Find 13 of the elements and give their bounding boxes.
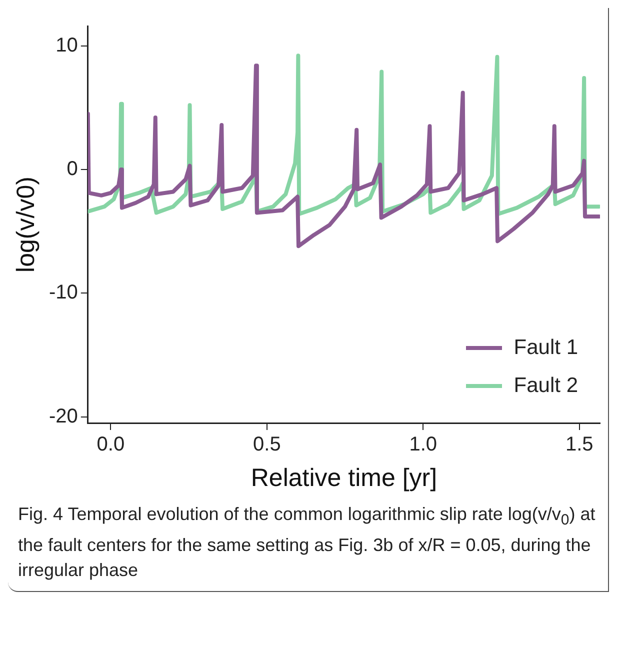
y-axis-title: log(v/v0) <box>12 176 40 272</box>
legend-label: Fault 1 <box>514 336 578 360</box>
x-tick-label: 0.5 <box>253 434 281 456</box>
x-tick-label: 1.5 <box>565 434 594 456</box>
legend-label: Fault 2 <box>514 374 578 398</box>
x-axis-title: Relative time [yr] <box>250 464 438 492</box>
caption: Fig. 4 Temporal evolution of the common logarithmic slip rate log(v/v$_{0}$) at the fault centers for the same setting as Fig. 3b of x/R = 0.05, during the irregular phase <box>17 503 596 582</box>
y-tick-label: 10 <box>56 34 78 56</box>
x-tick-label: 1.0 <box>409 434 438 456</box>
y-tick-label: 0 <box>66 158 78 180</box>
y-tick-label: -20 <box>49 405 78 428</box>
x-tick-label: 0.0 <box>96 434 125 456</box>
y-tick-label: -10 <box>49 282 78 304</box>
